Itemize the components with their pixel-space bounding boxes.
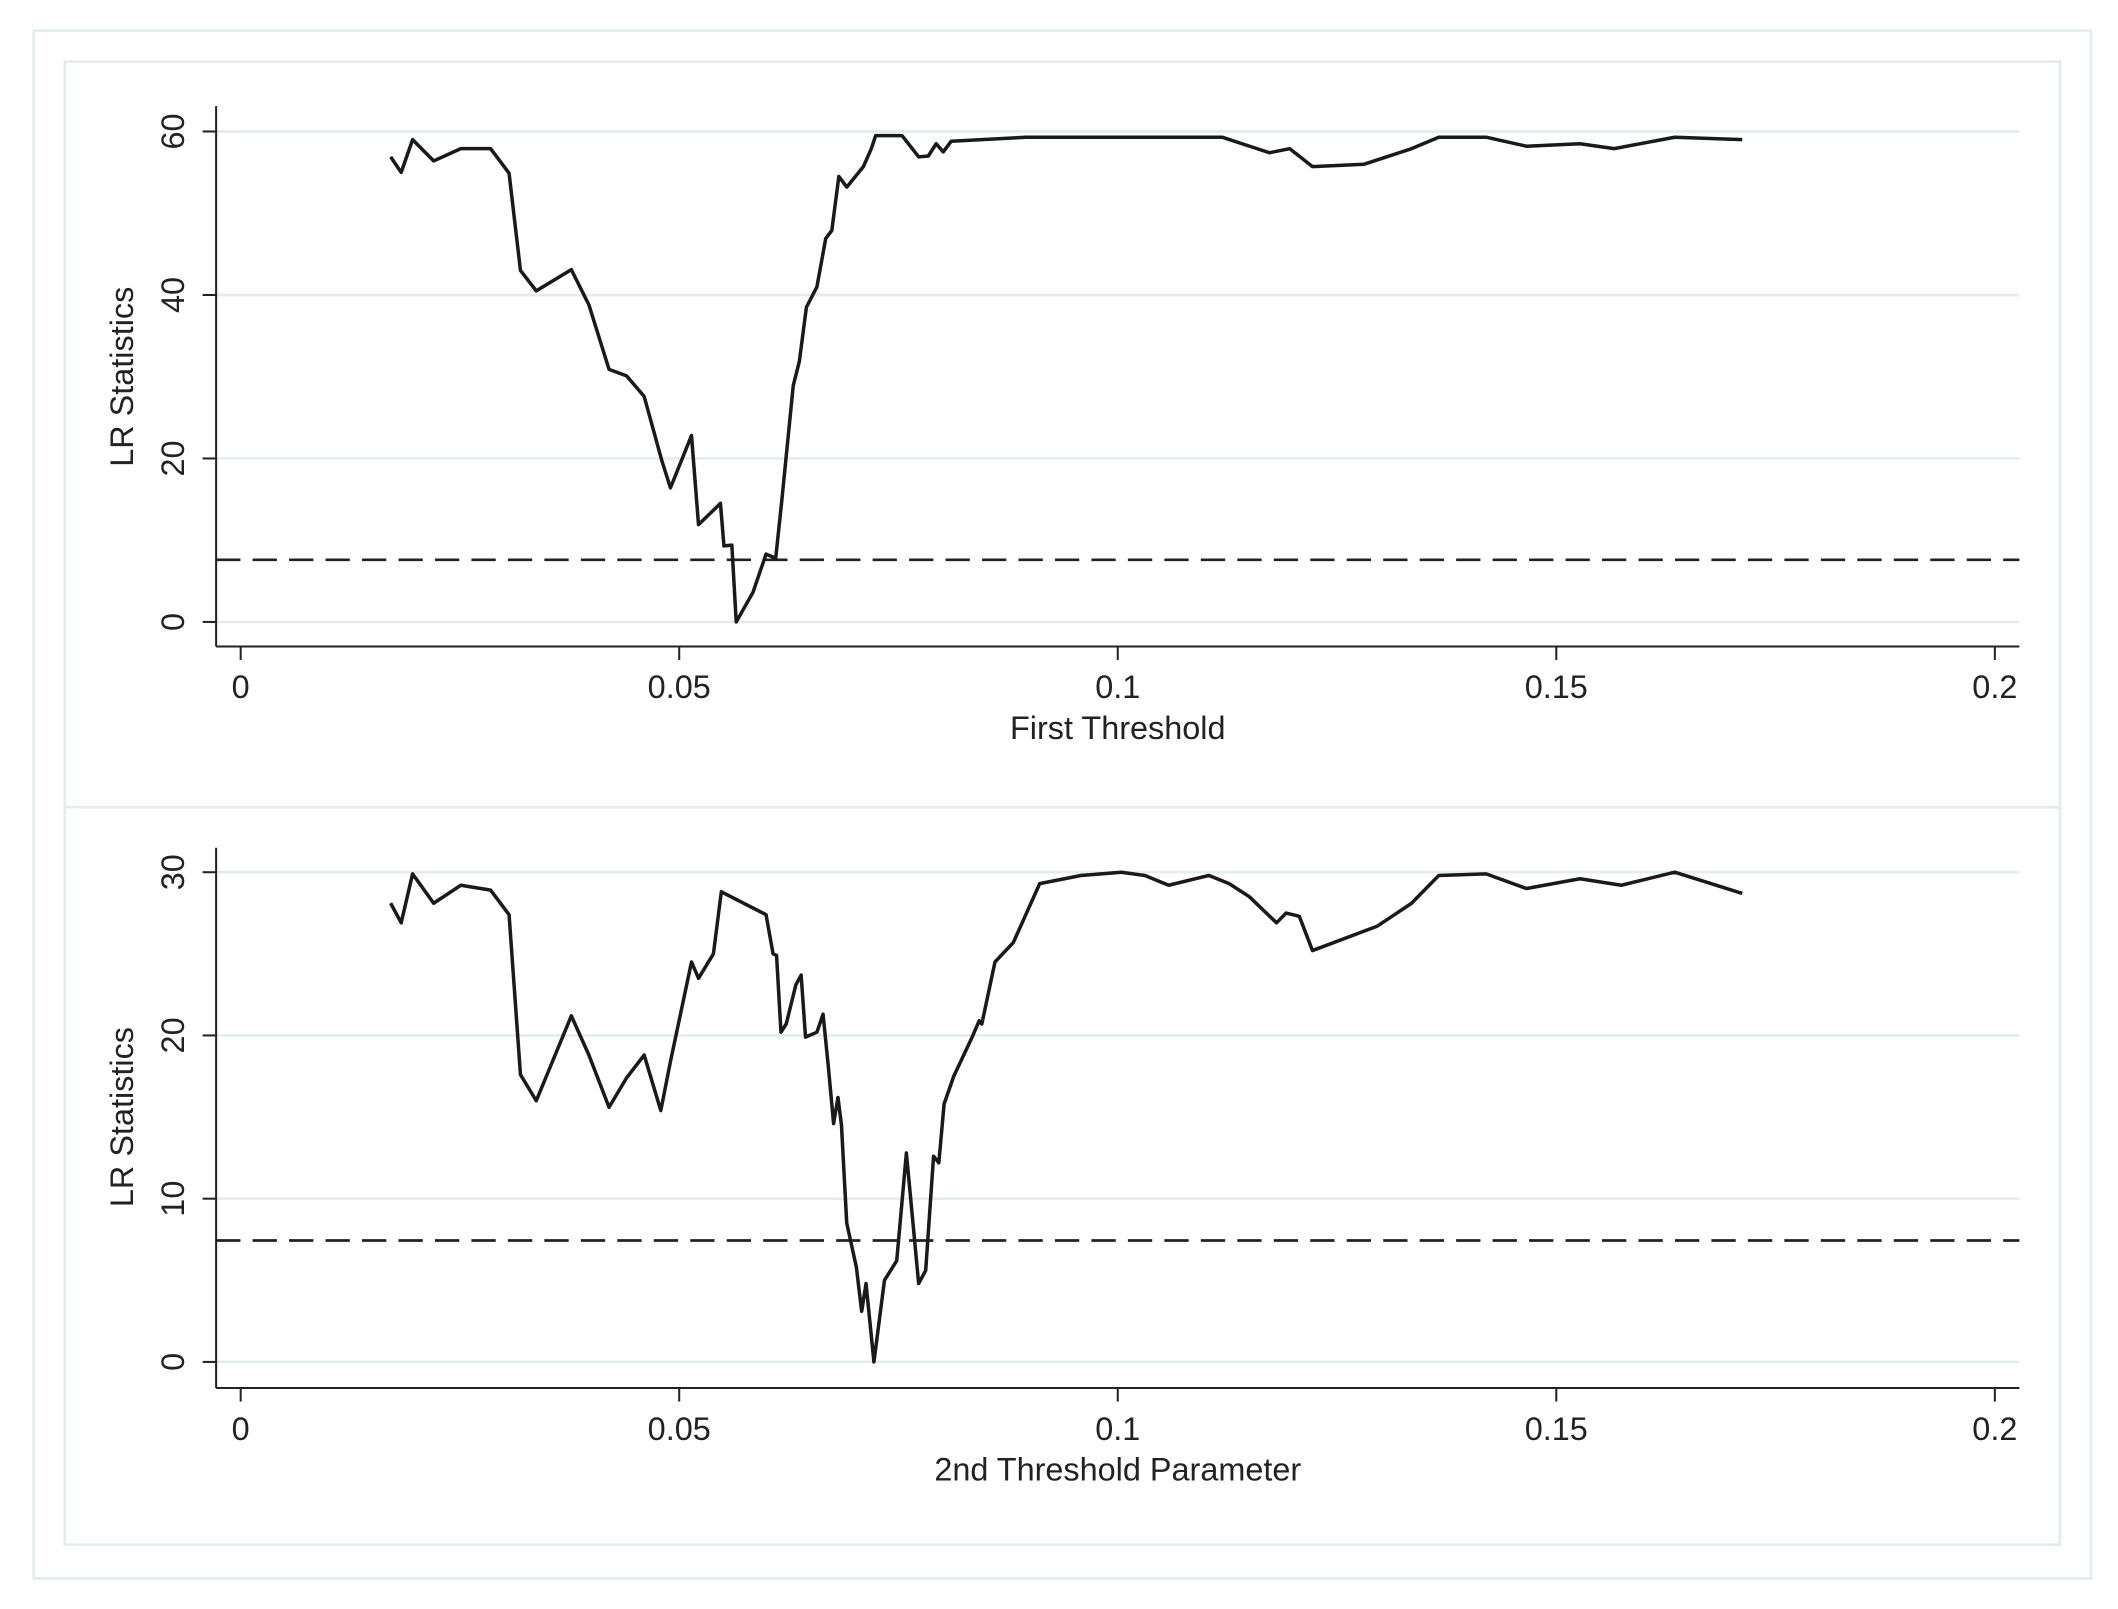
y-tick-label: 20 [155,1017,191,1053]
y-tick-label: 0 [155,1353,191,1371]
x-tick-label: 0.15 [1525,669,1588,705]
x-tick-label: 0.2 [1972,669,2017,705]
x-axis-title: First Threshold [1010,710,1226,746]
x-tick-label: 0 [232,669,250,705]
data-line [389,870,1743,1364]
outer-frame [32,29,2093,1580]
x-tick-label: 0.1 [1095,669,1140,705]
data-line [389,133,1743,624]
x-axis-title: 2nd Threshold Parameter [934,1451,1301,1487]
y-tick-label: 0 [155,613,191,631]
y-tick-label: 20 [155,440,191,476]
x-tick-label: 0.15 [1525,1411,1588,1447]
y-tick-label: 30 [155,854,191,890]
x-tick-label: 0 [232,1411,250,1447]
y-tick-label: 10 [155,1181,191,1217]
y-tick-label: 40 [155,277,191,313]
x-tick-label: 0.05 [648,669,711,705]
x-tick-label: 0.1 [1095,1411,1140,1447]
y-tick-label: 60 [155,113,191,149]
y-axis-title: LR Statistics [104,1027,140,1207]
x-tick-label: 0.2 [1972,1411,2017,1447]
x-tick-label: 0.05 [648,1411,711,1447]
y-axis-title: LR Statistics [104,287,140,467]
inner-frame [63,60,2062,1547]
